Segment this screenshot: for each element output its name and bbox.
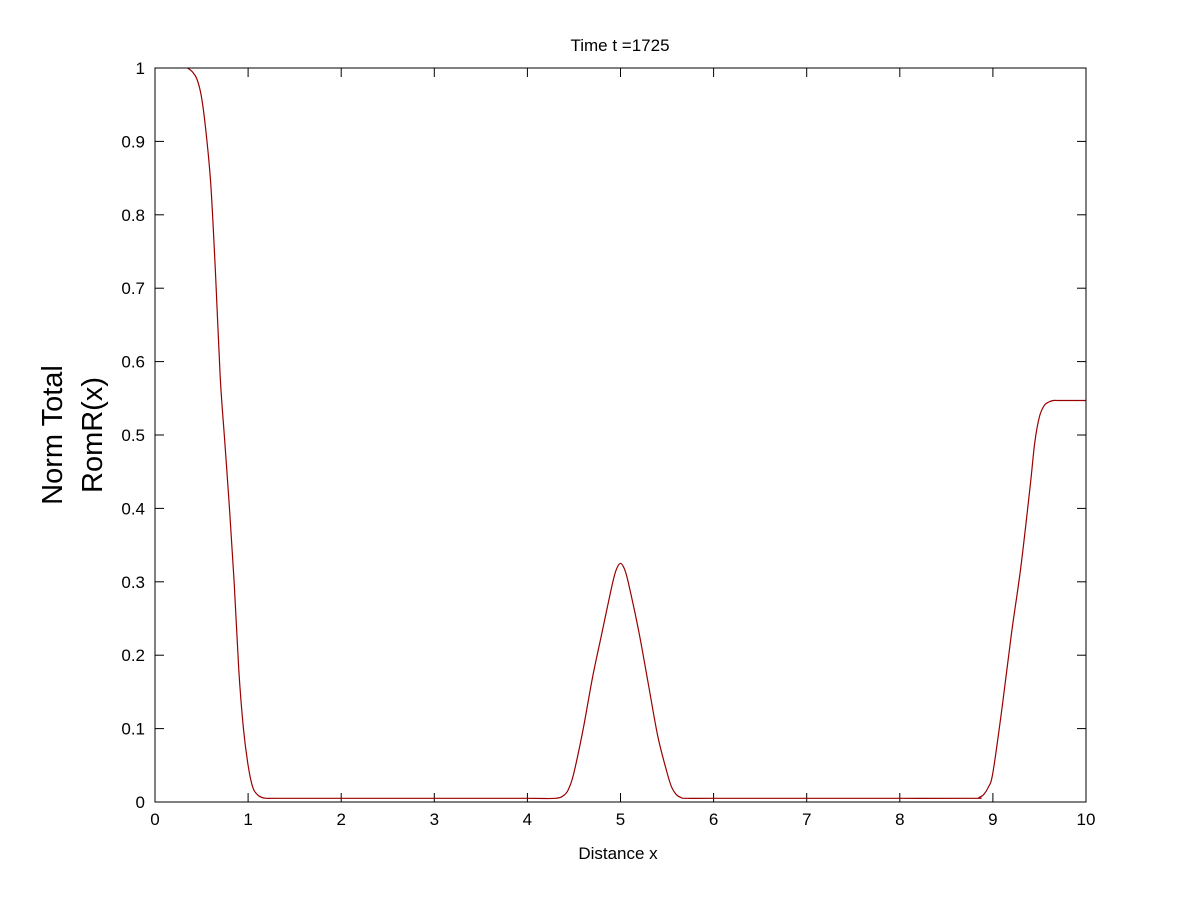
x-axis-label: Distance x [578, 844, 658, 863]
x-tick-label: 7 [802, 810, 811, 829]
y-tick-label: 0.4 [121, 499, 145, 518]
x-tick-label: 10 [1077, 810, 1096, 829]
y-tick-label: 0.3 [121, 573, 145, 592]
y-axis-label-line-2: RomR(x) [77, 377, 109, 493]
plot-frame [154, 67, 1087, 803]
y-tick-label: 0.2 [121, 646, 145, 665]
x-tick-label: 6 [709, 810, 718, 829]
y-axis-label-line-1: Norm Total [37, 365, 69, 505]
series-line [187, 67, 1086, 800]
series-layer [187, 67, 1086, 800]
y-axis-label: Norm Total RomR(x) [37, 365, 109, 505]
x-tick-label: 2 [336, 810, 345, 829]
x-tick-label: 4 [523, 810, 532, 829]
y-tick-label: 0.1 [121, 720, 145, 739]
y-tick-label: 0.9 [121, 132, 145, 151]
x-tick-label: 1 [243, 810, 252, 829]
y-tick-label: 1 [136, 59, 145, 78]
y-axis-ticks: 0 0.1 0.2 0.3 0.4 0.5 0.6 0.7 0.8 0.9 1 [121, 59, 1086, 812]
x-tick-label: 5 [616, 810, 625, 829]
x-tick-label: 9 [988, 810, 997, 829]
chart-title: Time t =1725 [570, 36, 669, 55]
y-tick-label: 0.8 [121, 206, 145, 225]
y-tick-label: 0 [136, 793, 145, 812]
y-tick-label: 0.7 [121, 279, 145, 298]
y-tick-label: 0.6 [121, 353, 145, 372]
y-tick-label: 0.5 [121, 426, 145, 445]
x-tick-label: 0 [150, 810, 159, 829]
x-tick-label: 3 [430, 810, 439, 829]
x-axis-ticks: 0 1 2 3 4 5 6 7 8 9 10 [150, 68, 1095, 829]
x-tick-label: 8 [895, 810, 904, 829]
